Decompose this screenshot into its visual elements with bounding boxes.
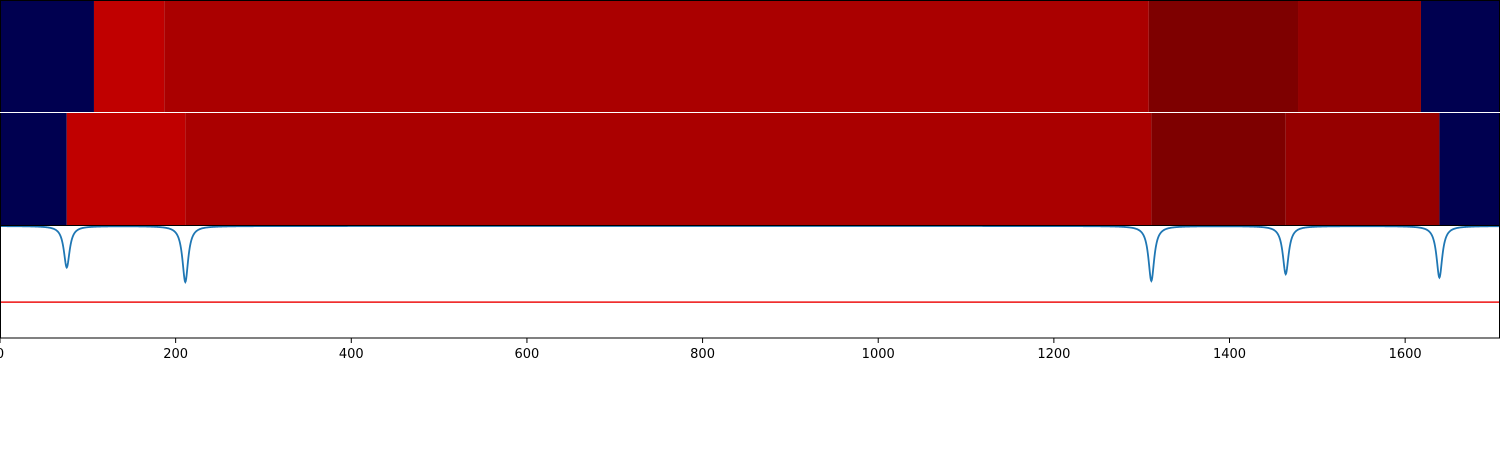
- heatmap-segment: [67, 113, 186, 225]
- heatmap-segment: [1286, 113, 1440, 225]
- heatmap-row-2: [0, 113, 1500, 225]
- x-tick-label: 0: [0, 347, 4, 362]
- x-tick-label: 400: [339, 347, 364, 362]
- heatmap-segment: [0, 0, 94, 112]
- heatmap-segment: [1439, 113, 1500, 225]
- heatmap-segment: [94, 0, 164, 112]
- heatmap-segment: [0, 113, 67, 225]
- heatmap-segment: [185, 113, 1151, 225]
- heatmap-segment: [1421, 0, 1500, 112]
- heatmap-segment: [1149, 0, 1298, 112]
- heatmap-segment: [164, 0, 1148, 112]
- x-tick-label: 1200: [1037, 347, 1070, 362]
- heatmap-segment: [1298, 0, 1421, 112]
- x-tick-label: 1000: [862, 347, 895, 362]
- x-tick-label: 800: [690, 347, 715, 362]
- heatmap-segment: [1151, 113, 1285, 225]
- heatmap-row-1: [0, 0, 1500, 112]
- x-tick-label: 1400: [1213, 347, 1246, 362]
- x-tick-label: 600: [515, 347, 540, 362]
- x-tick-label: 200: [163, 347, 188, 362]
- x-tick-label: 1600: [1389, 347, 1422, 362]
